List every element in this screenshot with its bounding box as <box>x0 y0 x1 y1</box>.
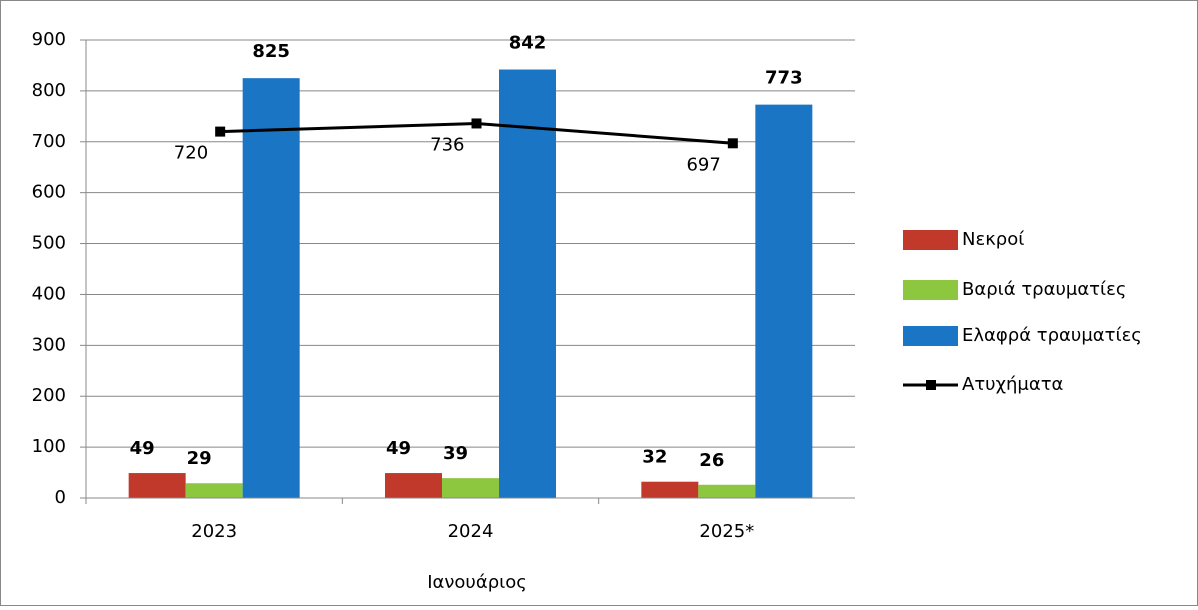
bar <box>385 473 442 498</box>
legend-label: Ατυχήματα <box>962 374 1063 395</box>
bar <box>185 483 243 498</box>
legend-marker <box>926 380 936 390</box>
line-marker <box>215 126 226 137</box>
y-tick-label: 500 <box>32 233 66 254</box>
legend-swatch <box>903 230 958 250</box>
legend-label: Βαριά τραυματίες <box>962 279 1126 300</box>
bar <box>442 478 499 498</box>
value-label: 26 <box>699 450 724 471</box>
y-tick-label: 300 <box>32 334 66 355</box>
y-tick-label: 900 <box>32 29 66 50</box>
bar <box>641 481 699 498</box>
x-tick-label: 2025* <box>699 521 754 542</box>
value-label: 29 <box>187 448 212 469</box>
legend-label: Ελαφρά τραυματίες <box>962 325 1142 346</box>
y-tick-label: 400 <box>32 283 66 304</box>
x-axis-label: Ιανουάριος <box>427 572 527 593</box>
y-tick-label: 600 <box>32 182 66 203</box>
value-label: 720 <box>174 143 208 164</box>
y-tick-label: 700 <box>32 131 66 152</box>
value-label: 697 <box>686 154 720 175</box>
x-tick-label: 2024 <box>448 521 494 542</box>
legend-label: Νεκροί <box>962 229 1024 250</box>
bar <box>242 78 300 499</box>
bar <box>755 104 813 498</box>
bar <box>698 484 756 498</box>
bar <box>128 473 186 498</box>
value-label: 32 <box>642 447 667 468</box>
value-label: 736 <box>430 134 464 155</box>
value-label: 825 <box>252 41 290 62</box>
legend-swatch <box>903 326 958 346</box>
line-marker <box>727 138 738 149</box>
legend-swatch <box>903 280 958 300</box>
value-label: 49 <box>130 438 155 459</box>
y-tick-label: 0 <box>55 487 66 508</box>
y-tick-label: 200 <box>32 385 66 406</box>
line-marker <box>471 118 482 129</box>
bar <box>499 69 556 498</box>
y-tick-label: 100 <box>32 436 66 457</box>
y-tick-label: 800 <box>32 80 66 101</box>
value-label: 39 <box>443 443 468 464</box>
value-label: 49 <box>386 438 411 459</box>
value-label: 773 <box>765 68 803 89</box>
x-tick-label: 2023 <box>191 521 237 542</box>
value-label: 842 <box>509 33 547 54</box>
